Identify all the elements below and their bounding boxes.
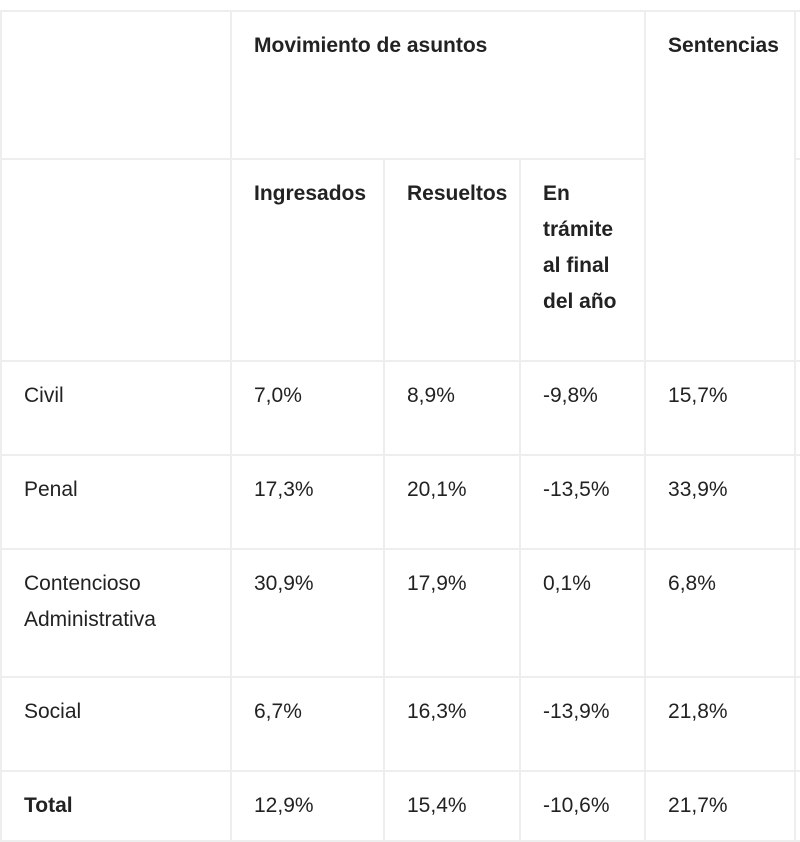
value-sentencias: 15,7% xyxy=(644,360,797,456)
truncated-cell xyxy=(794,454,800,550)
movimiento-header: Movimiento de asuntos xyxy=(229,10,647,160)
truncated-cell xyxy=(794,676,800,772)
row-label: Penal xyxy=(0,454,232,550)
truncated-cell xyxy=(794,548,800,678)
value-en-tramite: -13,5% xyxy=(518,454,647,550)
value-resueltos: 16,3% xyxy=(383,676,521,772)
row-label: Contencioso Administrativa xyxy=(0,548,232,678)
table-row-civil: Civil 7,0% 8,9% -9,8% 15,7% xyxy=(0,360,800,456)
value-resueltos: 17,9% xyxy=(383,548,521,678)
value-sentencias: 6,8% xyxy=(644,548,797,678)
group-header-row: Movimiento de asuntos Sentencias xyxy=(0,10,800,362)
truncated-cell xyxy=(794,770,800,842)
truncated-sub-header-cell xyxy=(794,158,800,362)
value-resueltos: 15,4% xyxy=(383,770,521,842)
corner-cell xyxy=(0,10,232,160)
table-row-social: Social 6,7% 16,3% -13,9% 21,8% xyxy=(0,676,800,772)
truncated-header-cell xyxy=(794,10,800,160)
sentencias-header: Sentencias xyxy=(644,10,797,362)
value-ingresados: 17,3% xyxy=(230,454,385,550)
value-en-tramite: -10,6% xyxy=(518,770,647,842)
value-ingresados: 30,9% xyxy=(230,548,385,678)
value-en-tramite: 0,1% xyxy=(518,548,647,678)
value-sentencias: 21,8% xyxy=(644,676,797,772)
row-label: Social xyxy=(0,676,232,772)
table-row-total: Total 12,9% 15,4% -10,6% 21,7% xyxy=(0,770,800,842)
value-resueltos: 8,9% xyxy=(383,360,521,456)
value-ingresados: 7,0% xyxy=(230,360,385,456)
resueltos-header: Resueltos xyxy=(383,158,521,362)
value-sentencias: 33,9% xyxy=(644,454,797,550)
en-tramite-header: En trámite al final del año xyxy=(518,158,647,362)
empty-sub-header-cell xyxy=(0,158,232,362)
ingresados-header: Ingresados xyxy=(230,158,385,362)
row-label: Civil xyxy=(0,360,232,456)
row-label: Total xyxy=(0,770,232,842)
value-en-tramite: -9,8% xyxy=(518,360,647,456)
table-row-contencioso: Contencioso Administrativa 30,9% 17,9% 0… xyxy=(0,548,800,678)
table-row-penal: Penal 17,3% 20,1% -13,5% 33,9% xyxy=(0,454,800,550)
statistics-table: Movimiento de asuntos Sentencias Ingresa… xyxy=(0,10,800,842)
truncated-cell xyxy=(794,360,800,456)
value-ingresados: 6,7% xyxy=(230,676,385,772)
value-ingresados: 12,9% xyxy=(230,770,385,842)
sub-header-row: Ingresados Resueltos En trámite al final… xyxy=(0,158,800,362)
value-sentencias: 21,7% xyxy=(644,770,797,842)
value-en-tramite: -13,9% xyxy=(518,676,647,772)
value-resueltos: 20,1% xyxy=(383,454,521,550)
